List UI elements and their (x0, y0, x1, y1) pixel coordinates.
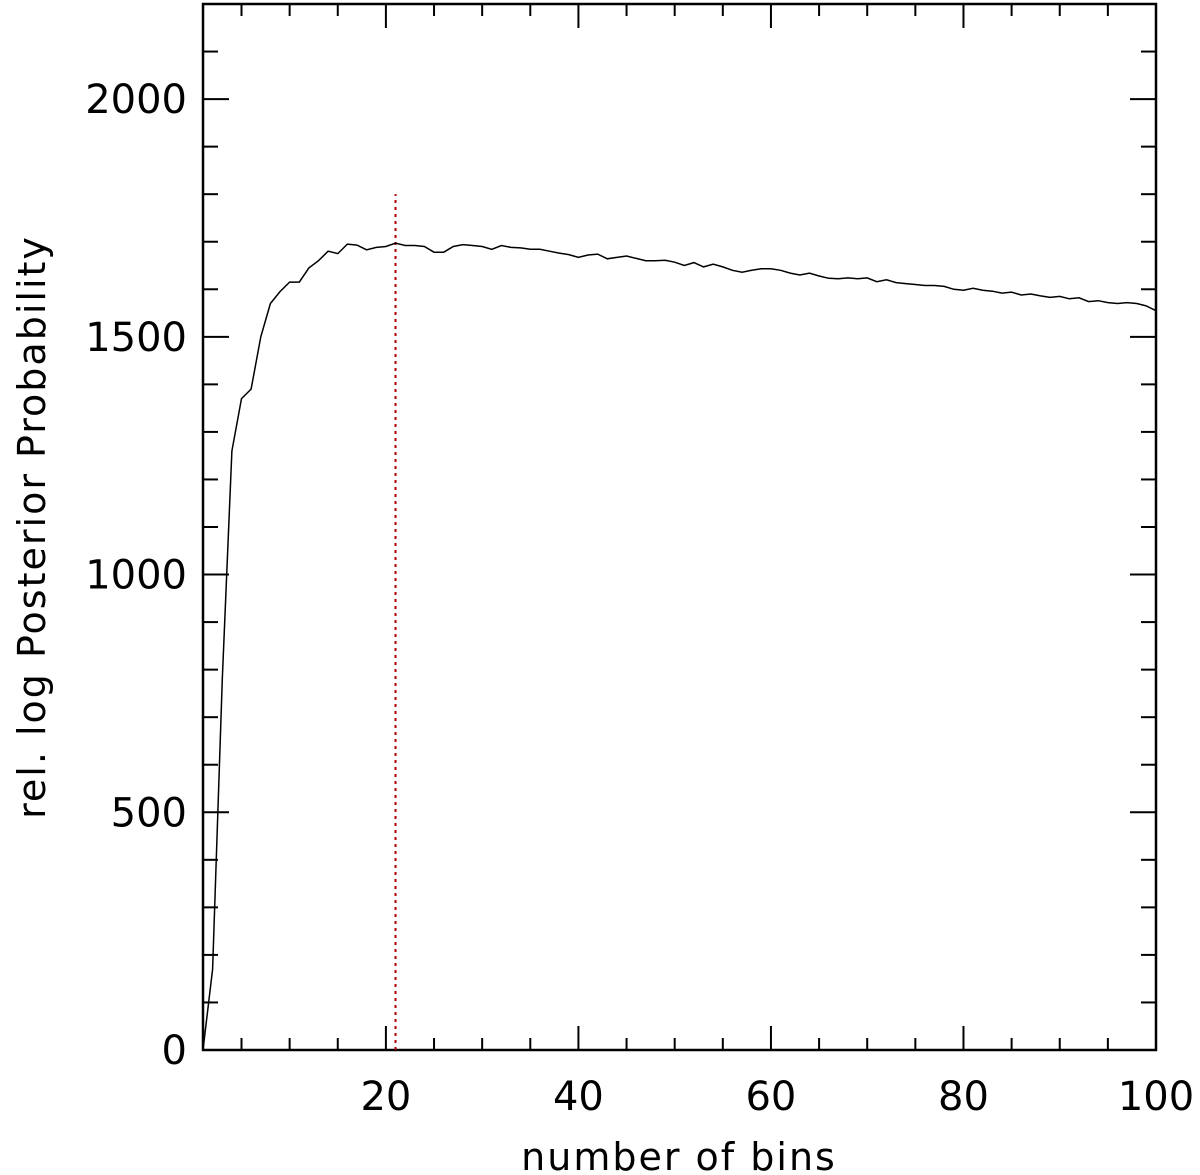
y-axis-label: rel. log Posterior Probability (10, 235, 54, 819)
y-tick-label: 1500 (85, 315, 187, 361)
plot-frame (201, 2, 1158, 1052)
posterior-probability-line (202, 242, 1157, 1051)
minor-ticks (203, 4, 1156, 1050)
x-tick-label: 60 (745, 1074, 796, 1120)
y-tick-label: 500 (111, 790, 187, 836)
x-tick-label: 80 (938, 1074, 989, 1120)
y-tick-labels: 0 500 1000 1500 2000 (85, 77, 187, 1074)
x-axis-label: number of bins (521, 1135, 837, 1175)
x-tick-labels: 20 40 60 80 100 (360, 1074, 1194, 1120)
x-tick-label: 40 (553, 1074, 604, 1120)
x-tick-label: 20 (360, 1074, 411, 1120)
y-tick-label: 2000 (85, 77, 187, 123)
major-ticks (203, 4, 1157, 1051)
y-tick-label: 1000 (85, 553, 187, 599)
y-tick-label: 0 (162, 1028, 187, 1074)
x-tick-label: 100 (1118, 1074, 1194, 1120)
